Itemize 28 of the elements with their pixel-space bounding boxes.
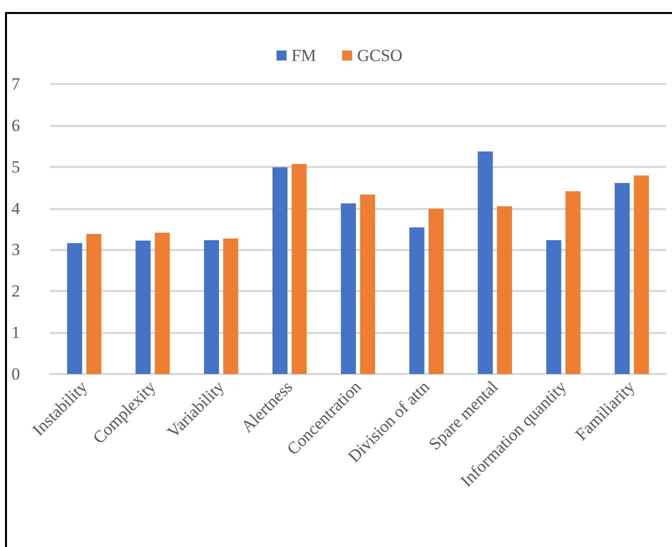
bar <box>67 243 82 374</box>
bar <box>292 164 307 374</box>
bar <box>478 152 493 374</box>
bar <box>634 176 649 374</box>
bar <box>428 208 444 374</box>
bar <box>340 203 356 374</box>
y-tick-label: 5 <box>12 157 20 176</box>
legend-label: FM <box>292 46 316 65</box>
y-tick-label: 7 <box>12 74 20 94</box>
bar <box>360 194 376 374</box>
y-tick-label: 3 <box>12 240 20 260</box>
bar <box>409 227 424 374</box>
bar <box>272 167 288 374</box>
bar <box>136 240 151 374</box>
bar <box>546 240 562 374</box>
y-tick-label: 2 <box>12 282 20 301</box>
y-tick-label: 0 <box>12 364 20 384</box>
bar <box>496 206 512 374</box>
bar <box>154 232 170 374</box>
bar <box>614 183 630 374</box>
legend-label: GCSO <box>357 46 402 65</box>
bar <box>223 238 238 374</box>
y-tick-label: 1 <box>12 323 20 342</box>
y-tick-label: 6 <box>12 116 20 135</box>
bar <box>565 191 580 374</box>
bar <box>86 234 102 374</box>
bar <box>204 240 220 374</box>
y-tick-label: 4 <box>12 198 20 218</box>
